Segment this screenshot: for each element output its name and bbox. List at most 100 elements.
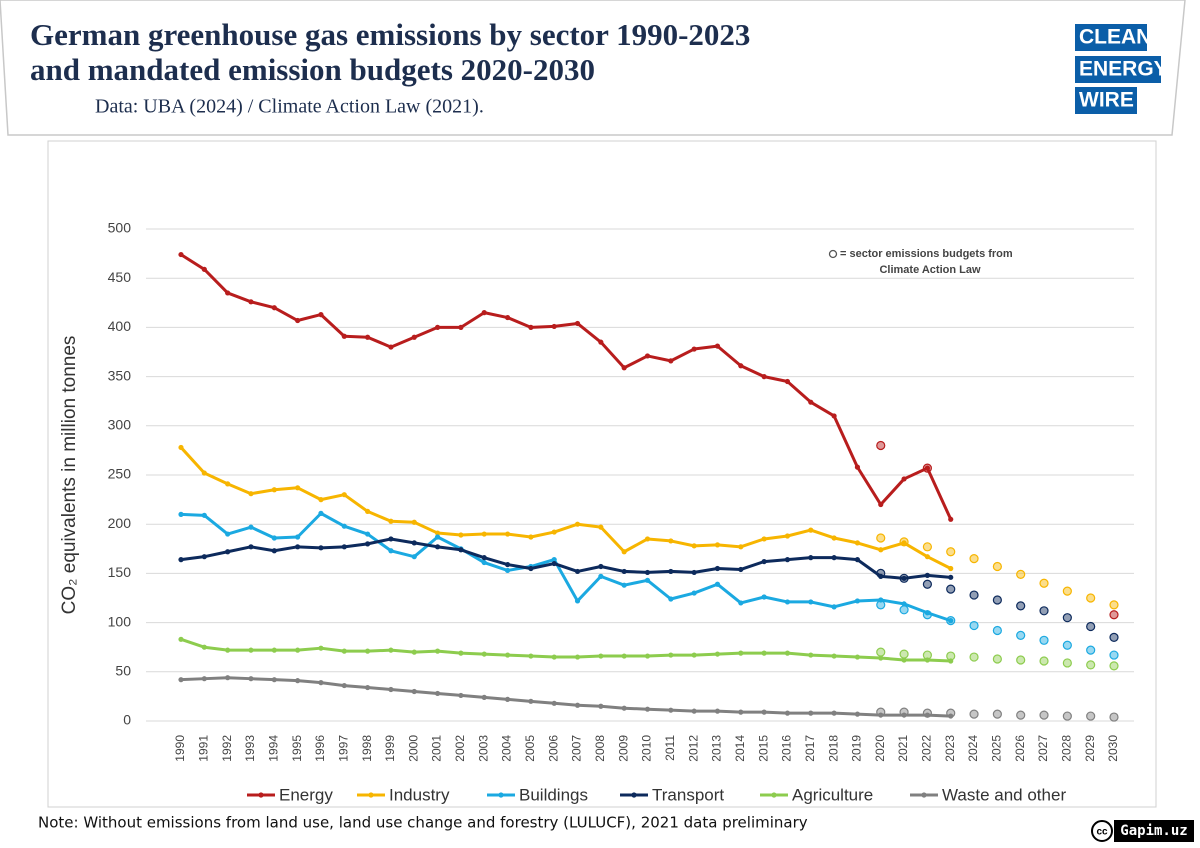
data-point — [201, 470, 207, 476]
data-point — [528, 698, 534, 704]
data-point — [901, 657, 907, 663]
data-point — [458, 532, 464, 538]
logo-text: CLEAN — [1079, 26, 1151, 49]
x-tick-label: 2009 — [616, 735, 630, 762]
budget-point — [876, 600, 886, 610]
x-tick-label: 1993 — [243, 735, 257, 762]
data-point — [644, 653, 651, 659]
data-point — [225, 531, 231, 537]
x-tick-label: 2029 — [1083, 735, 1097, 762]
data-point — [201, 676, 207, 682]
data-point — [598, 524, 604, 530]
data-point — [178, 511, 184, 517]
data-point — [411, 519, 417, 525]
budget-point — [992, 595, 1002, 605]
budget-point — [1109, 632, 1119, 642]
x-tick-label: 1990 — [173, 735, 187, 762]
x-tick-label: 2010 — [640, 735, 654, 762]
data-point — [388, 548, 394, 554]
budget-point — [969, 709, 979, 719]
x-tick-label: 2012 — [686, 735, 700, 762]
budget-point — [1109, 661, 1119, 671]
budget-point — [1086, 593, 1096, 603]
data-point — [901, 540, 907, 546]
budget-point — [1062, 613, 1072, 623]
data-point — [761, 650, 767, 656]
budget-point — [922, 542, 933, 552]
data-point — [854, 540, 861, 546]
x-tick-label: 2025 — [990, 735, 1004, 762]
x-tick-label: 2019 — [850, 735, 864, 762]
data-point — [295, 534, 301, 540]
logo-block — [1075, 87, 1137, 114]
data-point — [948, 516, 954, 522]
y-tick-label: 100 — [108, 613, 132, 629]
data-point — [504, 567, 511, 574]
data-point — [668, 707, 674, 713]
data-point — [598, 653, 604, 659]
subtitle: Data: UBA (2024) / Climate Action Law (2… — [95, 96, 484, 118]
data-point — [248, 676, 254, 682]
y-tick-label: 450 — [108, 269, 132, 285]
x-tick-label: 1996 — [313, 735, 327, 762]
data-point — [691, 708, 697, 714]
title: German greenhouse gas emissions by secto… — [30, 17, 750, 52]
data-point — [598, 573, 604, 579]
data-point — [878, 547, 884, 553]
data-point — [738, 363, 744, 369]
data-point — [318, 312, 324, 318]
data-point — [598, 563, 604, 570]
data-point — [831, 604, 837, 610]
x-tick-label: 1992 — [220, 735, 234, 762]
data-point — [854, 464, 861, 470]
budget-point — [922, 463, 933, 473]
data-point — [248, 647, 254, 653]
series-line — [180, 537, 951, 580]
data-point — [598, 703, 604, 709]
data-point — [388, 344, 394, 350]
data-point — [621, 705, 627, 711]
data-point — [248, 299, 254, 305]
data-point — [714, 581, 721, 587]
legend-marker — [921, 792, 927, 798]
data-point — [761, 558, 767, 565]
budget-point — [1016, 569, 1026, 579]
budget-point — [946, 584, 956, 594]
data-point — [528, 324, 534, 330]
data-point — [411, 334, 417, 340]
data-point — [248, 544, 254, 550]
data-point — [644, 536, 651, 542]
data-point — [365, 531, 371, 537]
data-point — [551, 560, 557, 567]
data-point — [388, 518, 394, 524]
budget-point — [969, 590, 979, 600]
x-tick-label: 1995 — [290, 735, 304, 762]
x-tick-label: 2003 — [476, 735, 490, 762]
data-point — [808, 399, 814, 405]
series-line — [180, 253, 953, 520]
data-point — [901, 601, 907, 607]
data-point — [341, 544, 347, 550]
data-point — [644, 353, 651, 359]
budget-point — [1086, 645, 1096, 655]
data-point — [621, 365, 627, 371]
data-point — [365, 684, 371, 691]
budget-point — [1109, 610, 1119, 620]
data-point — [178, 636, 184, 642]
data-point — [481, 555, 487, 561]
data-point — [551, 323, 557, 330]
data-point — [411, 540, 417, 546]
y-tick-label: 400 — [108, 318, 132, 334]
data-point — [178, 251, 184, 258]
data-point — [458, 650, 464, 656]
budget-point — [899, 649, 909, 659]
x-tick-label: 2004 — [500, 735, 514, 762]
data-point — [318, 510, 324, 516]
budget-point — [969, 554, 979, 564]
y-tick-label: 50 — [115, 663, 131, 679]
data-point — [434, 544, 441, 550]
x-tick-label: 2016 — [780, 735, 794, 762]
x-tick-label: 2024 — [966, 735, 980, 762]
data-point — [691, 652, 697, 658]
